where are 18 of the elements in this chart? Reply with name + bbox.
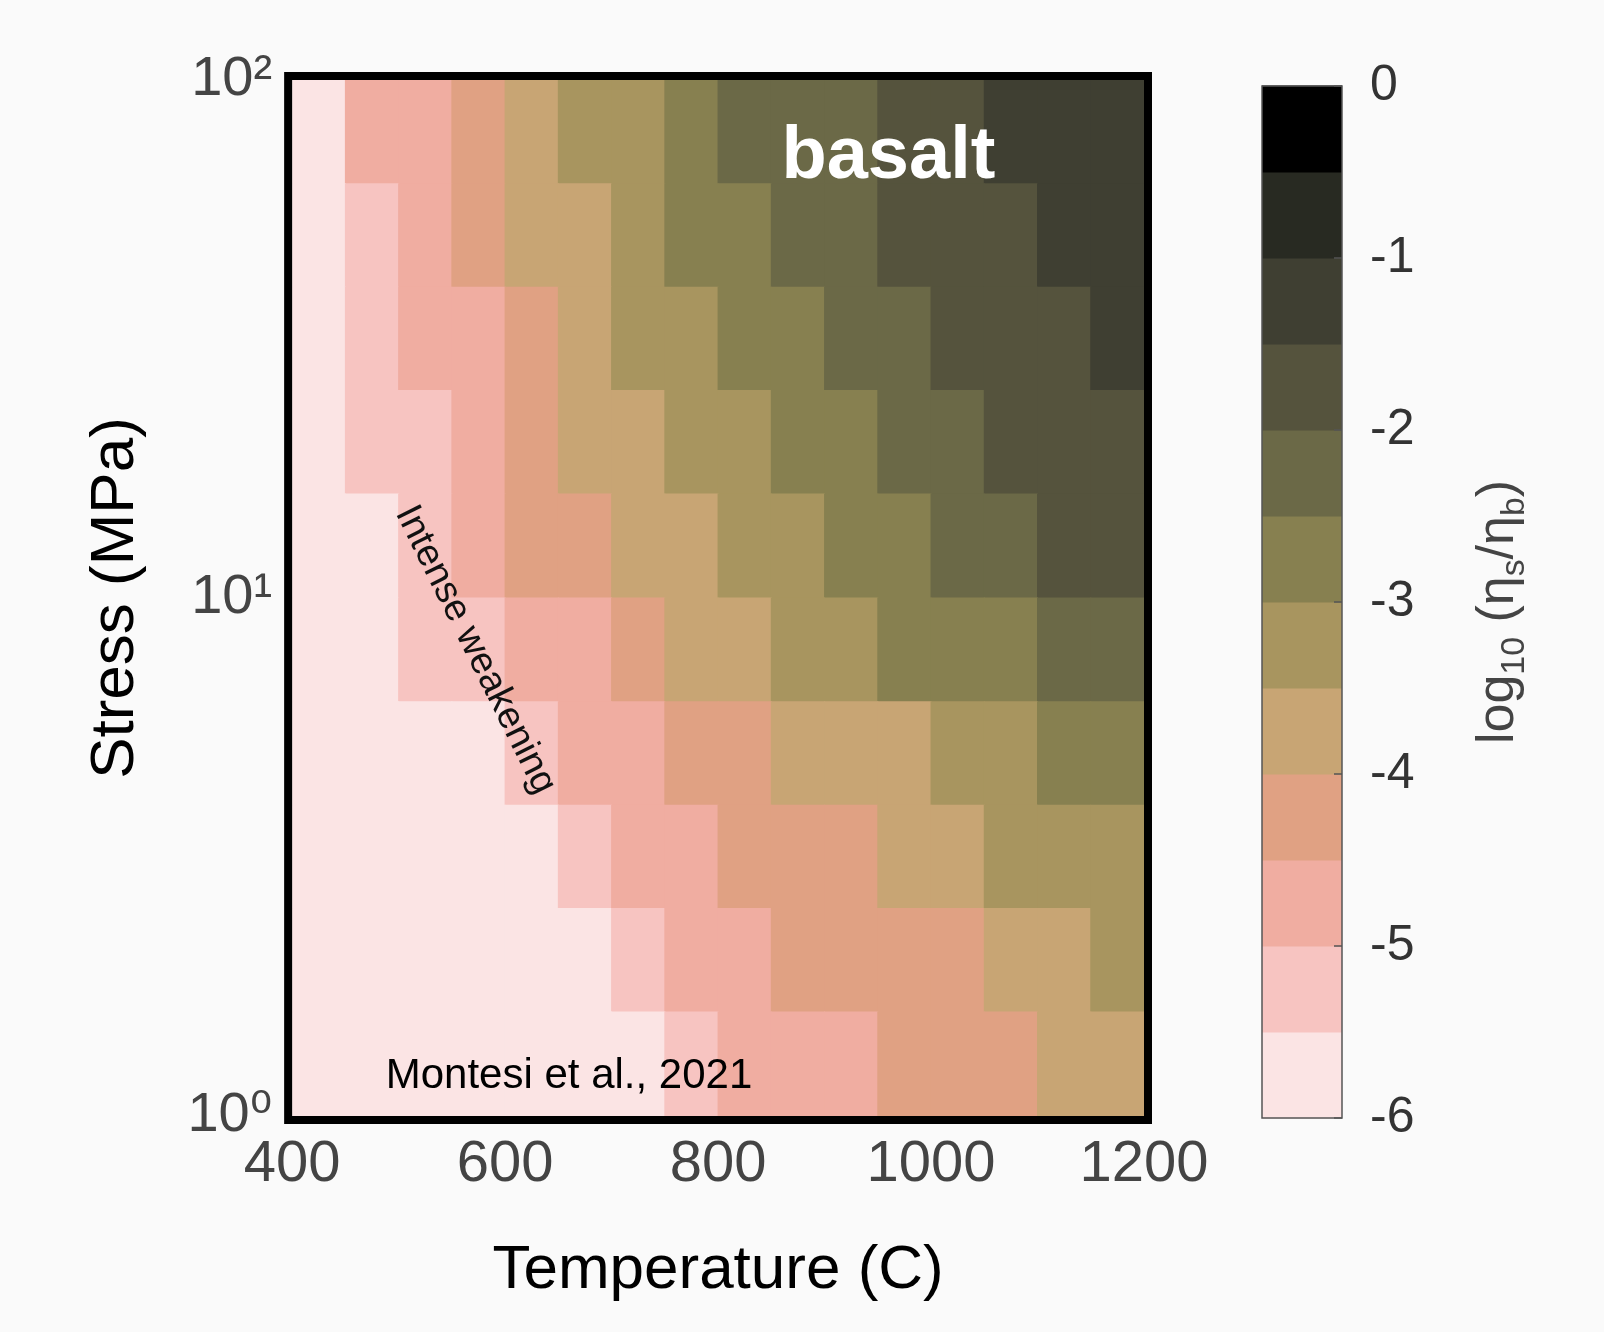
y-tick-label: 10¹ — [191, 562, 273, 626]
x-axis-title: Temperature (C) — [492, 1231, 944, 1301]
annotation: Montesi et al., 2021 — [385, 1050, 753, 1098]
color-bar-title: log10 (ηs/ηb) — [1466, 479, 1531, 745]
color-bar-label: -4 — [1370, 742, 1415, 799]
color-bar-label: -3 — [1370, 570, 1415, 627]
color-bar-label: 0 — [1370, 54, 1398, 111]
color-bar-label: -2 — [1370, 398, 1415, 455]
y-axis-title: Stress (MPa) — [77, 417, 147, 779]
y-tick-label: 10² — [191, 44, 273, 108]
x-tick-label: 600 — [456, 1127, 554, 1193]
color-bar-label: -6 — [1370, 1086, 1415, 1143]
x-tick-label: 1000 — [866, 1127, 996, 1193]
color-bar-label: -1 — [1370, 226, 1415, 283]
annotation: basalt — [781, 111, 996, 195]
x-tick-label: 800 — [669, 1127, 767, 1193]
color-bar-label: -5 — [1370, 914, 1415, 971]
x-tick-label: 1200 — [1079, 1127, 1209, 1193]
